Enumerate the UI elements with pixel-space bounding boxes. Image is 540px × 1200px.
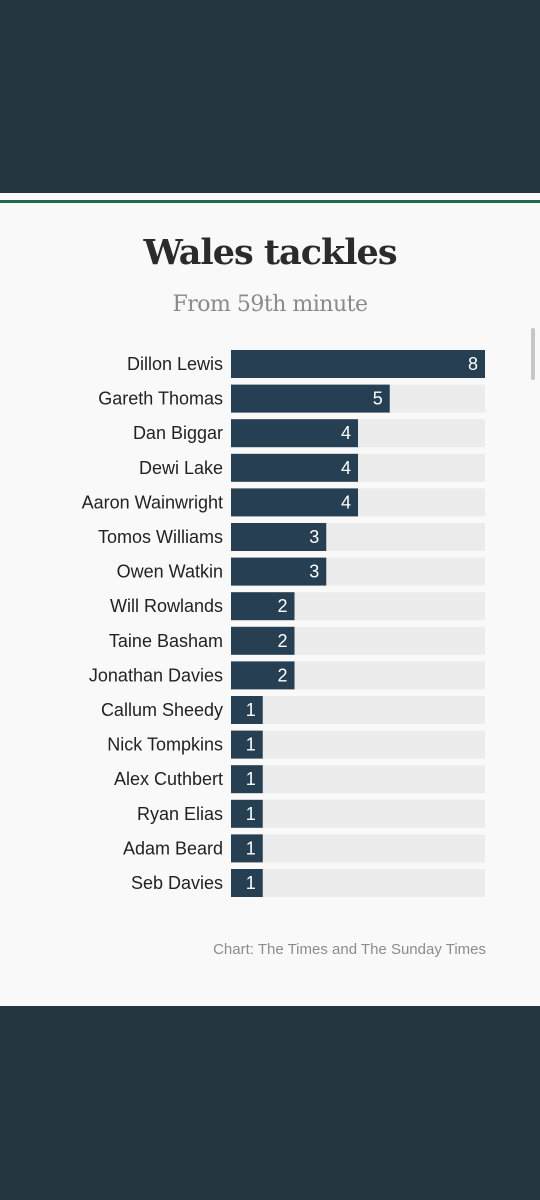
bar-row: Taine Basham 2: [109, 626, 485, 655]
player-label: Aaron Wainwright: [82, 492, 223, 512]
bar-row: Dillon Lewis 8: [127, 350, 485, 378]
bar: [231, 730, 263, 759]
player-label: Dewi Lake: [139, 458, 223, 478]
top-background-band: [0, 0, 540, 193]
bar: [231, 661, 295, 690]
player-label: Ryan Elias: [137, 804, 223, 824]
value-label: 2: [277, 631, 287, 651]
bar-row: Jonathan Davies 2: [89, 661, 485, 690]
value-label: 5: [373, 389, 383, 409]
bar: [231, 419, 358, 448]
accent-divider: [0, 200, 540, 203]
value-label: 8: [468, 354, 478, 374]
bar-row: Dewi Lake 4: [139, 453, 485, 482]
player-label: Alex Cuthbert: [114, 769, 223, 789]
player-label: Nick Tompkins: [107, 735, 223, 755]
player-label: Owen Watkin: [117, 562, 223, 582]
value-label: 3: [309, 562, 319, 582]
bar-row: Nick Tompkins 1: [107, 730, 485, 759]
player-label: Will Rowlands: [110, 596, 223, 616]
value-label: 2: [277, 596, 287, 616]
bar-row: Adam Beard 1: [123, 834, 485, 863]
value-label: 1: [246, 804, 256, 824]
bar: [231, 384, 390, 413]
bar-row: Aaron Wainwright 4: [82, 488, 485, 517]
bar: [231, 696, 263, 724]
scrollbar[interactable]: [531, 328, 535, 380]
player-label: Jonathan Davies: [89, 665, 223, 685]
player-label: Tomos Williams: [98, 527, 223, 547]
value-label: 1: [246, 735, 256, 755]
bar: [231, 557, 327, 586]
player-label: Dan Biggar: [133, 423, 223, 443]
bar-track: [231, 869, 485, 897]
value-label: 1: [246, 873, 256, 893]
player-label: Gareth Thomas: [98, 389, 223, 409]
bar: [231, 834, 263, 863]
bar: [231, 799, 263, 828]
chart-source: Chart: The Times and The Sunday Times: [213, 941, 486, 958]
value-label: 1: [246, 838, 256, 858]
bar-track: [231, 834, 485, 863]
value-label: 2: [277, 665, 287, 685]
player-label: Callum Sheedy: [101, 700, 223, 720]
value-label: 1: [246, 769, 256, 789]
bar-row: Alex Cuthbert 1: [114, 765, 485, 794]
chart-subtitle: From 59th minute: [172, 292, 368, 317]
player-label: Dillon Lewis: [127, 354, 223, 374]
bar-row: Ryan Elias 1: [137, 799, 485, 828]
bar: [231, 523, 327, 551]
bar-row: Owen Watkin 3: [117, 557, 485, 586]
bar: [231, 869, 263, 897]
bar: [231, 350, 485, 378]
bar-row: Tomos Williams 3: [98, 523, 485, 551]
player-label: Adam Beard: [123, 838, 223, 858]
bar-row: Dan Biggar 4: [133, 419, 485, 448]
bar: [231, 765, 263, 794]
player-label: Taine Basham: [109, 631, 223, 651]
value-label: 3: [309, 527, 319, 547]
value-label: 4: [341, 423, 351, 443]
value-label: 4: [341, 458, 351, 478]
bar-track: [231, 730, 485, 759]
bar: [231, 592, 295, 621]
bottom-background-band: [0, 1006, 540, 1200]
value-label: 4: [341, 492, 351, 512]
bar-row: Seb Davies 1: [131, 869, 485, 897]
bar-track: [231, 765, 485, 794]
chart-title: Wales tackles: [143, 232, 397, 273]
bar-track: [231, 696, 485, 724]
bar-row: Gareth Thomas 5: [98, 384, 485, 413]
player-label: Seb Davies: [131, 873, 223, 893]
bar-track: [231, 799, 485, 828]
value-label: 1: [246, 700, 256, 720]
bar-row: Callum Sheedy 1: [101, 696, 485, 724]
bar: [231, 626, 295, 655]
bar: [231, 488, 358, 517]
bar-row: Will Rowlands 2: [110, 592, 485, 621]
bar: [231, 453, 358, 482]
